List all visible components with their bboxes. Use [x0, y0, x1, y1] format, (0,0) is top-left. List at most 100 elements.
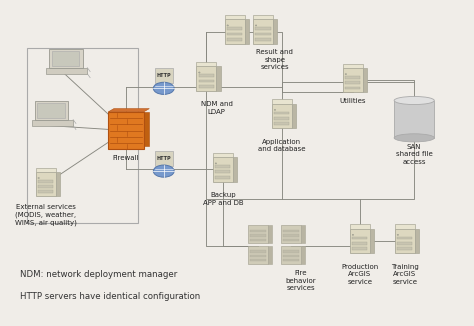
- Bar: [199, 80, 214, 82]
- Bar: [250, 255, 266, 257]
- FancyBboxPatch shape: [49, 49, 82, 68]
- FancyBboxPatch shape: [301, 225, 305, 243]
- FancyBboxPatch shape: [253, 15, 273, 19]
- FancyBboxPatch shape: [37, 103, 65, 118]
- Ellipse shape: [274, 109, 276, 111]
- Ellipse shape: [345, 74, 346, 75]
- Bar: [227, 27, 242, 30]
- Ellipse shape: [154, 82, 174, 95]
- Bar: [283, 250, 299, 253]
- FancyBboxPatch shape: [272, 104, 292, 128]
- Bar: [255, 27, 271, 30]
- Bar: [250, 230, 266, 232]
- Bar: [27, 48, 138, 223]
- Bar: [283, 259, 299, 261]
- FancyBboxPatch shape: [216, 67, 220, 91]
- FancyBboxPatch shape: [213, 153, 233, 157]
- FancyBboxPatch shape: [363, 68, 367, 92]
- Text: HTTP: HTTP: [156, 73, 171, 78]
- Text: NDM and
LDAP: NDM and LDAP: [201, 101, 233, 115]
- Polygon shape: [46, 68, 87, 74]
- Text: Backup
APP and DB: Backup APP and DB: [202, 192, 243, 206]
- FancyBboxPatch shape: [350, 229, 370, 253]
- Bar: [345, 81, 360, 84]
- Text: Application
and database: Application and database: [258, 139, 306, 152]
- Bar: [215, 165, 230, 168]
- FancyBboxPatch shape: [225, 19, 245, 44]
- Ellipse shape: [227, 25, 228, 26]
- Text: NDM: network deployment manager: NDM: network deployment manager: [19, 271, 177, 279]
- FancyBboxPatch shape: [245, 19, 249, 44]
- FancyBboxPatch shape: [268, 225, 272, 243]
- FancyBboxPatch shape: [301, 246, 305, 264]
- Text: External services
(MODIS, weather,
WIMS, air quality): External services (MODIS, weather, WIMS,…: [15, 203, 76, 226]
- Bar: [352, 237, 367, 239]
- Bar: [274, 111, 290, 114]
- Ellipse shape: [255, 25, 257, 26]
- FancyBboxPatch shape: [233, 157, 237, 182]
- FancyBboxPatch shape: [108, 112, 144, 149]
- Bar: [250, 259, 266, 261]
- FancyBboxPatch shape: [395, 229, 415, 253]
- FancyBboxPatch shape: [36, 168, 55, 172]
- Ellipse shape: [352, 234, 354, 235]
- FancyBboxPatch shape: [196, 67, 216, 91]
- Bar: [345, 76, 360, 79]
- FancyBboxPatch shape: [253, 19, 273, 44]
- Text: Production
ArcGIS
service: Production ArcGIS service: [341, 264, 379, 285]
- Bar: [283, 239, 299, 241]
- Bar: [352, 247, 367, 250]
- FancyBboxPatch shape: [282, 225, 301, 243]
- Bar: [274, 122, 290, 125]
- Bar: [397, 242, 412, 245]
- Ellipse shape: [199, 72, 200, 73]
- FancyBboxPatch shape: [282, 246, 301, 264]
- FancyBboxPatch shape: [273, 19, 277, 44]
- Text: HTTP: HTTP: [156, 156, 171, 161]
- Bar: [199, 74, 214, 77]
- Polygon shape: [32, 120, 73, 126]
- Bar: [250, 239, 266, 241]
- Text: HTTP servers have identical configuration: HTTP servers have identical configuratio…: [19, 291, 200, 301]
- Bar: [250, 234, 266, 237]
- Polygon shape: [108, 109, 149, 112]
- Bar: [38, 190, 53, 193]
- Bar: [283, 255, 299, 257]
- Bar: [394, 100, 434, 138]
- FancyBboxPatch shape: [272, 99, 292, 104]
- FancyBboxPatch shape: [415, 229, 419, 253]
- FancyBboxPatch shape: [225, 15, 245, 19]
- Bar: [215, 170, 230, 173]
- Text: Training
ArcGIS
service: Training ArcGIS service: [391, 264, 419, 285]
- Bar: [255, 33, 271, 36]
- Bar: [38, 185, 53, 188]
- FancyBboxPatch shape: [55, 172, 60, 196]
- FancyBboxPatch shape: [35, 101, 68, 120]
- Bar: [283, 234, 299, 237]
- FancyBboxPatch shape: [144, 112, 149, 146]
- FancyBboxPatch shape: [370, 229, 374, 253]
- FancyBboxPatch shape: [155, 68, 173, 83]
- Text: Result and
shape
services: Result and shape services: [256, 49, 293, 70]
- FancyBboxPatch shape: [36, 172, 55, 196]
- Bar: [215, 176, 230, 179]
- Bar: [397, 247, 412, 250]
- Bar: [345, 87, 360, 89]
- Ellipse shape: [394, 134, 434, 142]
- FancyBboxPatch shape: [350, 224, 370, 229]
- FancyBboxPatch shape: [248, 246, 268, 264]
- Bar: [199, 85, 214, 88]
- FancyBboxPatch shape: [248, 225, 268, 243]
- FancyBboxPatch shape: [395, 224, 415, 229]
- Bar: [283, 230, 299, 232]
- Bar: [38, 180, 53, 183]
- Bar: [397, 237, 412, 239]
- Ellipse shape: [397, 234, 399, 235]
- Text: Firewall: Firewall: [113, 155, 139, 161]
- Bar: [255, 38, 271, 41]
- Ellipse shape: [154, 165, 174, 177]
- Text: Fire
behavior
services: Fire behavior services: [285, 270, 316, 291]
- Text: Utilities: Utilities: [339, 98, 366, 104]
- Ellipse shape: [215, 163, 217, 164]
- Ellipse shape: [394, 96, 434, 105]
